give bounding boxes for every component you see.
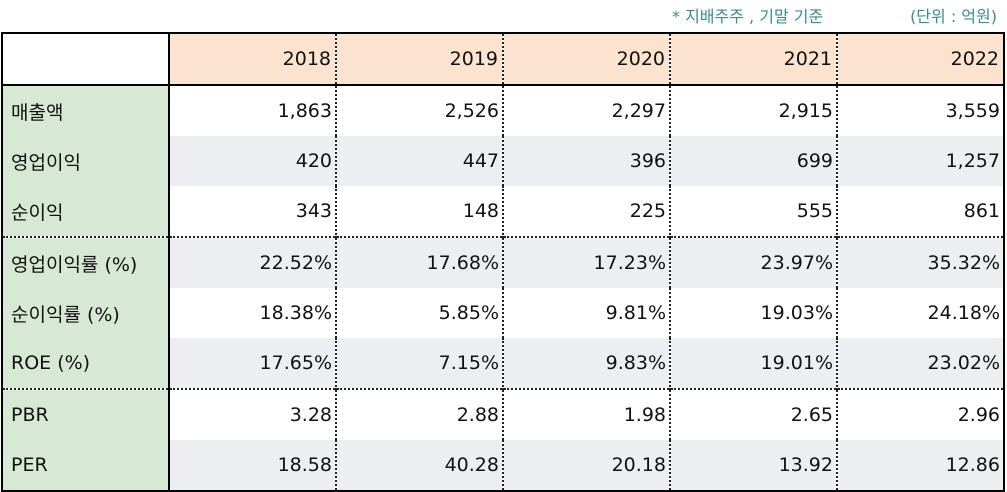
table-cell: 35.32% [837, 236, 1005, 288]
table-row: 순이익 343 148 225 555 861 [1, 186, 1005, 237]
basis-note: * 지배주주 , 기말 기준 [672, 7, 824, 26]
table-row: 영업이익 420 447 396 699 1,257 [1, 136, 1005, 186]
table-cell: 555 [670, 186, 838, 237]
year-header: 2020 [503, 32, 671, 86]
table-cell: 1.98 [503, 388, 671, 440]
table-cell: 24.18% [837, 288, 1005, 338]
table-cell: 12.86 [837, 440, 1005, 492]
year-header: 2022 [837, 32, 1005, 86]
table-cell: 19.01% [670, 338, 838, 389]
table-cell: 23.02% [837, 338, 1005, 389]
table-cell: 2.65 [670, 388, 838, 440]
row-label: 순이익 [1, 186, 170, 237]
table-row: PER 18.58 40.28 20.18 13.92 12.86 [1, 440, 1005, 492]
table-cell: 17.65% [169, 338, 337, 389]
table-cell: 2,915 [670, 84, 838, 136]
year-header: 2021 [670, 32, 838, 86]
table-cell: 396 [503, 136, 671, 186]
table-cell: 2,297 [503, 84, 671, 136]
table-cell: 225 [503, 186, 671, 237]
table-cell: 2,526 [336, 84, 504, 136]
table-row: 순이익률 (%) 18.38% 5.85% 9.81% 19.03% 24.18… [1, 288, 1005, 338]
row-label: 영업이익률 (%) [1, 236, 170, 288]
table-cell: 17.68% [336, 236, 504, 288]
table-row: 영업이익률 (%) 22.52% 17.68% 17.23% 23.97% 35… [1, 236, 1005, 288]
table-cell: 9.81% [503, 288, 671, 338]
table-row: 매출액 1,863 2,526 2,297 2,915 3,559 [1, 84, 1005, 136]
table-cell: 1,257 [837, 136, 1005, 186]
year-header: 2019 [336, 32, 504, 86]
row-label: 순이익률 (%) [1, 288, 170, 338]
table-row: ROE (%) 17.65% 7.15% 9.83% 19.01% 23.02% [1, 338, 1005, 389]
table-cell: 22.52% [169, 236, 337, 288]
unit-note: (단위 : 억원) [910, 7, 997, 26]
table-cell: 2.88 [336, 388, 504, 440]
table-cell: 447 [336, 136, 504, 186]
financial-table: 2018 2019 2020 2021 2022 매출액 1,863 2,526… [1, 32, 1005, 492]
table-row: PBR 3.28 2.88 1.98 2.65 2.96 [1, 388, 1005, 440]
corner-cell [1, 32, 170, 86]
table-cell: 5.85% [336, 288, 504, 338]
header-row: 2018 2019 2020 2021 2022 [1, 32, 1005, 86]
row-label: ROE (%) [1, 338, 170, 389]
table-cell: 2.96 [837, 388, 1005, 440]
row-label: PBR [1, 388, 170, 440]
table-cell: 148 [336, 186, 504, 237]
table-cell: 18.58 [169, 440, 337, 492]
table-cell: 40.28 [336, 440, 504, 492]
table-cell: 13.92 [670, 440, 838, 492]
table-cell: 1,863 [169, 84, 337, 136]
table-cell: 7.15% [336, 338, 504, 389]
row-label: 매출액 [1, 84, 170, 136]
table-cell: 3.28 [169, 388, 337, 440]
table-cell: 343 [169, 186, 337, 237]
table-cell: 699 [670, 136, 838, 186]
table-cell: 20.18 [503, 440, 671, 492]
table-cell: 3,559 [837, 84, 1005, 136]
row-label: PER [1, 440, 170, 492]
row-label: 영업이익 [1, 136, 170, 186]
table-cell: 17.23% [503, 236, 671, 288]
table-cell: 23.97% [670, 236, 838, 288]
table-cell: 19.03% [670, 288, 838, 338]
table-cell: 861 [837, 186, 1005, 237]
table-cell: 18.38% [169, 288, 337, 338]
year-header: 2018 [169, 32, 337, 86]
table-cell: 420 [169, 136, 337, 186]
table-cell: 9.83% [503, 338, 671, 389]
